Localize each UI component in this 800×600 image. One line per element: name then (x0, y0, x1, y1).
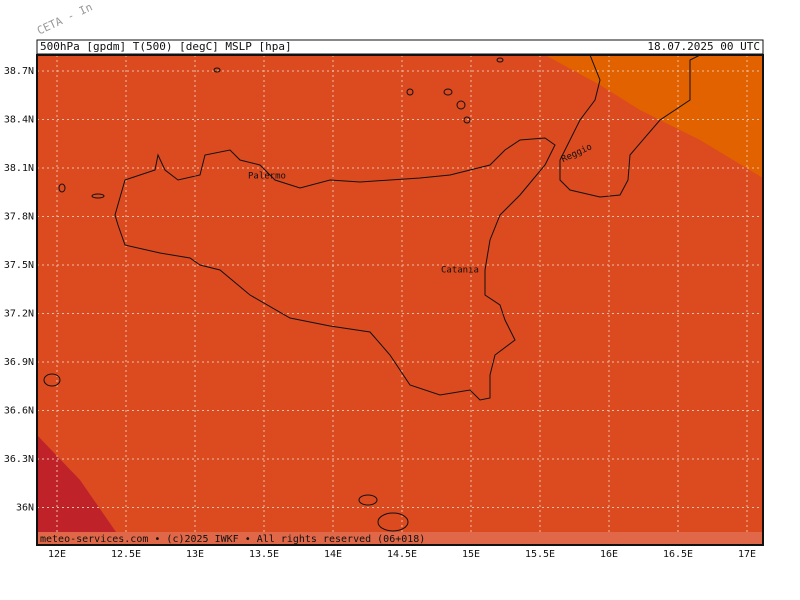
watermark: CETA - In (35, 0, 95, 37)
lat-label: 37.2N (4, 309, 34, 320)
grid (37, 55, 763, 545)
lat-label: 36N (16, 503, 34, 514)
lat-label: 36.9N (4, 357, 34, 368)
lat-label: 36.6N (4, 406, 34, 417)
lon-label: 15.5E (525, 549, 555, 560)
lon-label: 17E (738, 549, 756, 560)
map-frame (36, 54, 764, 546)
cool-area (37, 435, 125, 545)
sicily-coast (114, 137, 556, 401)
lon-label: 15E (462, 549, 480, 560)
lat-label: 38.1N (4, 163, 34, 174)
lon-label: 14.5E (387, 549, 417, 560)
lat-label: 38.4N (4, 115, 34, 126)
lon-label: 12.5E (111, 549, 141, 560)
islands (43, 57, 504, 532)
calabria-coast (559, 54, 701, 198)
header-right: 18.07.2025 00 UTC (647, 40, 760, 53)
footer: meteo-services.com • (c)2025 IWKF • All … (40, 534, 425, 545)
lat-label: 37.8N (4, 212, 34, 223)
lon-label: 12E (48, 549, 66, 560)
lon-label: 13E (186, 549, 204, 560)
header-left: 500hPa [gpdm] T(500) [degC] MSLP [hpa] (40, 40, 292, 53)
lon-label: 13.5E (249, 549, 279, 560)
place-label: Palermo (248, 172, 286, 182)
lon-label: 14E (324, 549, 342, 560)
warm-area (545, 55, 763, 178)
lon-label: 16E (600, 549, 618, 560)
footer-band (37, 532, 763, 545)
map-field (37, 55, 763, 545)
lat-label: 36.3N (4, 454, 34, 465)
lon-label: 16.5E (663, 549, 693, 560)
lat-label: 37.5N (4, 260, 34, 271)
lat-label: 38.7N (4, 66, 34, 77)
place-label: Catania (441, 266, 479, 276)
